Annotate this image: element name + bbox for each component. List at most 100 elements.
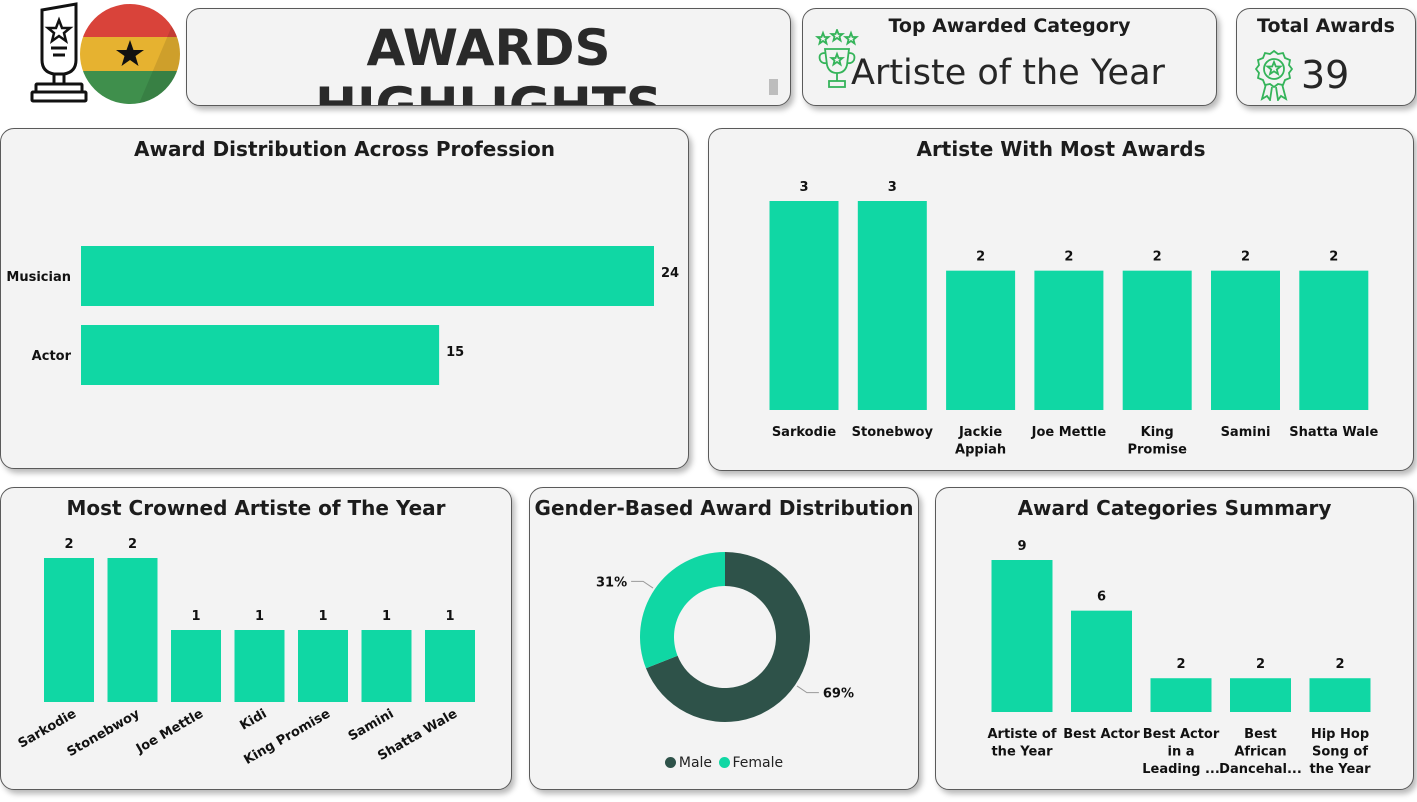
category-label: Jackie Appiah	[955, 425, 1006, 458]
bar	[991, 560, 1053, 712]
leader-line	[796, 685, 819, 694]
bar	[946, 270, 1016, 410]
data-label: 69%	[823, 687, 854, 702]
bar	[769, 201, 839, 410]
most-awards-chart-title: Artiste With Most Awards	[916, 137, 1206, 161]
category-label: Stonebwoy	[852, 425, 934, 440]
bar	[234, 630, 285, 702]
bar	[44, 558, 94, 702]
category-label: Hip Hop Song of the Year	[1309, 727, 1371, 777]
data-label: 15	[446, 345, 464, 360]
data-label: 24	[661, 266, 679, 281]
trophy-icon	[30, 2, 88, 103]
bar	[1150, 678, 1212, 712]
data-label: 1	[255, 609, 264, 624]
data-label: 2	[64, 537, 73, 552]
legend-dot-male	[664, 757, 676, 768]
legend-label-male: Male	[678, 755, 713, 771]
category-label: Artiste of the Year	[987, 727, 1056, 760]
logo-area	[18, 2, 182, 106]
gender-chart-card: Gender-Based Award Distribution 69% 31% M…	[529, 487, 919, 790]
category-label: King Promise	[1127, 425, 1187, 458]
legend-label-female: Female	[732, 755, 784, 771]
data-label: 1	[191, 609, 200, 624]
data-label: 3	[888, 180, 897, 195]
bar	[1071, 610, 1132, 712]
data-label: 1	[445, 609, 454, 624]
data-label: 2	[1335, 657, 1344, 672]
profession-chart: Musician 24 Actor 15	[6, 246, 679, 385]
data-label: 2	[1329, 250, 1338, 265]
stars-trophy-icon	[815, 29, 859, 88]
categories-chart: 9 Artiste of the Year 6 Best Actor 2 Best Acto…	[987, 539, 1371, 777]
data-label: 1	[318, 609, 327, 624]
legend-dot-female	[718, 757, 730, 768]
most-awards-chart: 3 Sarkodie 3 Stonebwoy 2 Jackie Appiah 2 Joe Met…	[769, 180, 1378, 458]
bar	[298, 630, 348, 702]
bar	[171, 630, 221, 702]
category-label: Sarkodie	[772, 425, 837, 440]
category-label: Joe Mettle	[1031, 425, 1107, 440]
bar	[1122, 270, 1192, 410]
gender-legend: Male Female	[530, 755, 918, 771]
category-label: Best African Dancehal...	[1219, 727, 1302, 777]
legend-item-female[interactable]: Female	[717, 755, 784, 771]
profession-chart-title: Award Distribution Across Profession	[133, 137, 556, 161]
bar	[107, 558, 158, 702]
categories-chart-card: Award Categories Summary 9 Artiste of the …	[935, 487, 1414, 790]
top-category-value: Artiste of the Year	[851, 53, 1165, 93]
category-label: Samini	[1221, 425, 1271, 440]
total-awards-card: Total Awards 39	[1236, 8, 1416, 106]
bar	[1230, 678, 1291, 712]
bar	[81, 246, 654, 306]
top-category-label: Top Awarded Category	[888, 15, 1131, 37]
category-label: Stonebwoy	[65, 706, 143, 760]
category-label: Shatta Wale	[1289, 425, 1378, 440]
data-label: 6	[1097, 590, 1106, 605]
gender-chart: 69% 31%	[596, 552, 854, 722]
data-label: 1	[382, 609, 391, 624]
data-label: 2	[976, 250, 985, 265]
bar	[81, 325, 440, 385]
data-label: 2	[1064, 250, 1073, 265]
total-awards-label: Total Awards	[1257, 15, 1395, 37]
data-label: 2	[1256, 657, 1265, 672]
scroll-handle[interactable]	[769, 79, 778, 95]
category-label: Best Actor in a Leading ...	[1142, 727, 1220, 777]
category-label: Kidi	[237, 706, 269, 733]
bar	[1034, 270, 1104, 410]
profession-chart-card: Award Distribution Across Profession Mus…	[0, 128, 689, 469]
gender-chart-title: Gender-Based Award Distribution	[534, 496, 914, 520]
leader-line	[631, 580, 654, 589]
data-label: 2	[1176, 657, 1185, 672]
award-badge-icon	[1255, 49, 1293, 101]
data-label: 2	[128, 537, 137, 552]
ghana-flag-icon	[80, 4, 180, 104]
data-label: 2	[1153, 250, 1162, 265]
total-awards-value: 39	[1301, 53, 1350, 97]
bar	[425, 630, 475, 702]
bar	[1211, 270, 1280, 410]
crowned-chart-card: Most Crowned Artiste of The Year 2 Sarkod…	[0, 487, 512, 790]
legend-item-male[interactable]: Male	[664, 755, 713, 771]
crowned-chart-title: Most Crowned Artiste of The Year	[66, 496, 446, 520]
slice-female	[640, 552, 725, 669]
category-label: Samini	[346, 706, 397, 744]
top-category-card: Top Awarded Category Artiste of the Year	[802, 8, 1217, 106]
bar	[1309, 678, 1371, 712]
bar	[361, 630, 412, 702]
data-label: 3	[799, 180, 808, 195]
bar	[857, 201, 927, 410]
most-awards-chart-card: Artiste With Most Awards 3 Sarkodie 3 Stone…	[708, 128, 1414, 471]
category-label: Best Actor	[1063, 727, 1140, 742]
data-label: 2	[1241, 250, 1250, 265]
header-card: AWARDS HIGHLIGHTS	[186, 8, 791, 106]
category-label: Joe Mettle	[133, 706, 206, 757]
category-label: Musician	[6, 270, 71, 285]
page-title: AWARDS HIGHLIGHTS	[315, 19, 662, 106]
data-label: 31%	[596, 575, 627, 590]
bar	[1299, 270, 1369, 410]
categories-chart-title: Award Categories Summary	[1017, 496, 1332, 520]
slice-male	[645, 552, 810, 722]
